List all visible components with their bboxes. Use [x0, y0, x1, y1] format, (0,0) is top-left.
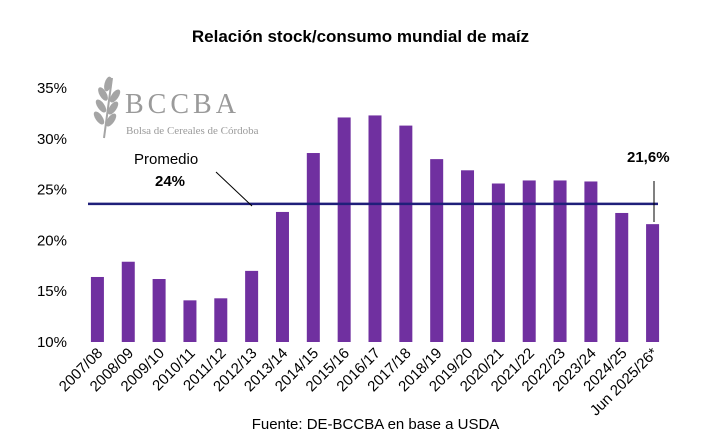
logo-name: BCCBA: [125, 89, 240, 120]
bar: [121, 261, 135, 342]
bar: [584, 181, 598, 342]
y-tick-label: 15%: [37, 283, 67, 300]
wheat-icon: [93, 76, 121, 139]
y-tick-label: 20%: [37, 232, 67, 249]
y-tick-label: 25%: [37, 182, 67, 199]
y-axis: 10% 15% 20% 25% 30% 35%: [37, 80, 67, 351]
source-note: Fuente: DE-BCCBA en base a USDA: [251, 416, 500, 433]
bar: [646, 224, 660, 342]
y-tick-label: 35%: [37, 80, 67, 97]
bar: [152, 279, 166, 342]
bar: [522, 180, 536, 342]
average-value-label: 24%: [155, 173, 185, 190]
bar: [214, 298, 228, 342]
bar: [183, 300, 197, 342]
average-label: Promedio: [134, 151, 198, 168]
x-axis: 2007/082008/092009/102010/112011/122012/…: [56, 345, 662, 420]
bar: [399, 125, 413, 342]
bar: [368, 115, 382, 342]
bar: [615, 212, 629, 342]
bar: [430, 159, 444, 342]
bars: [90, 115, 660, 343]
last-value-label: 21,6%: [627, 149, 670, 166]
bar: [337, 117, 351, 343]
bar: [306, 153, 320, 342]
average-callout-line: [215, 171, 253, 207]
bar: [245, 270, 259, 342]
bar: [90, 276, 104, 342]
bar: [275, 211, 289, 342]
y-tick-label: 30%: [37, 131, 67, 148]
logo-subtitle: Bolsa de Cereales de Córdoba: [126, 125, 259, 137]
y-tick-label: 10%: [37, 334, 67, 351]
chart-title: Relación stock/consumo mundial de maíz: [191, 27, 530, 46]
bar: [491, 183, 505, 342]
bar: [553, 180, 567, 342]
bccba-logo: BCCBA Bolsa de Cereales de Córdoba: [93, 76, 259, 139]
bar: [461, 170, 475, 342]
